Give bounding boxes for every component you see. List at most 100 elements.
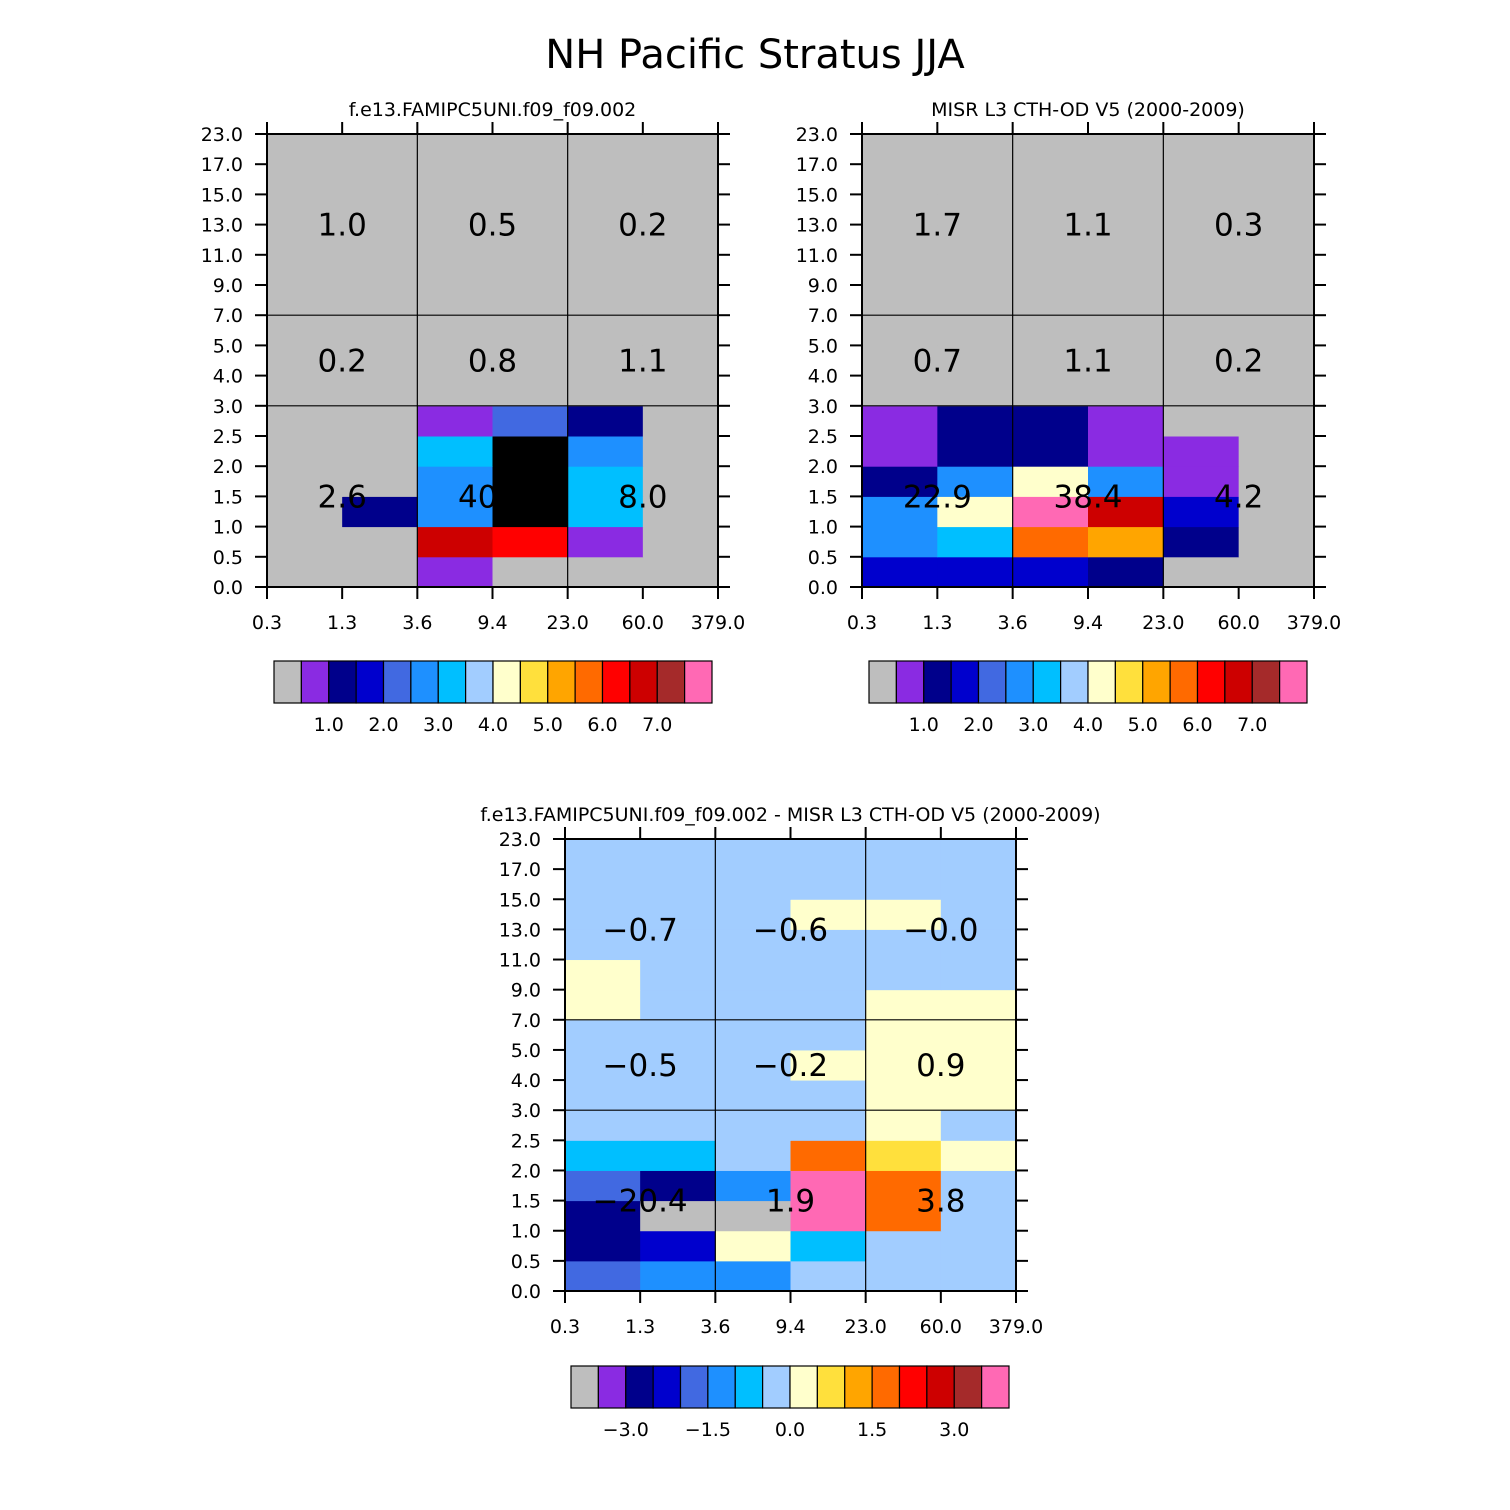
y-tick-label: 0.0 (511, 1281, 541, 1303)
x-tick-label: 3.6 (402, 612, 432, 634)
heatmap-cell (640, 989, 716, 1021)
y-tick-label: 5.0 (213, 335, 243, 357)
heatmap-cell (1088, 224, 1164, 256)
y-tick-label: 2.5 (213, 426, 243, 448)
y-tick-label: 7.0 (808, 305, 838, 327)
heatmap-cell (1163, 224, 1240, 256)
y-tick-label: 13.0 (796, 215, 838, 237)
colorbar-swatch (1251, 660, 1281, 704)
heatmap-cell (790, 1230, 867, 1262)
heatmap-cell (1238, 436, 1315, 467)
panel-model: f.e13.FAMIPC5UNI.f09_f09.002 0.0 0.5 1.0 1.5… (201, 99, 746, 736)
heatmap-cell (492, 496, 569, 528)
heatmap-cell (937, 254, 1014, 286)
heatmap-cell (267, 556, 343, 588)
colorbar-swatch (570, 1365, 599, 1409)
heatmap-cell (267, 405, 343, 437)
x-tick-label: 379.0 (1287, 612, 1341, 634)
colorbar-swatch (656, 660, 686, 704)
heatmap-cell (715, 1019, 791, 1051)
heatmap-cell (492, 315, 569, 346)
heatmap-cell (642, 134, 719, 165)
heatmap-cell (1012, 134, 1089, 165)
y-tick-label: 1.0 (511, 1221, 541, 1243)
colorbar-swatch (492, 660, 521, 704)
heatmap-cell (417, 194, 493, 226)
heatmap-cell (865, 1200, 942, 1232)
heatmap-cell (417, 224, 493, 256)
y-tick-label: 1.5 (213, 486, 243, 508)
heatmap-cell (1238, 526, 1315, 558)
heatmap-cell (790, 1140, 867, 1171)
heatmap-cell (1012, 436, 1089, 467)
heatmap-cell (1163, 496, 1240, 528)
heatmap-cell (715, 1230, 791, 1262)
x-tick-label: 0.3 (550, 1316, 580, 1338)
y-tick-label: 1.0 (808, 517, 838, 539)
heatmap-cell (865, 1080, 942, 1111)
box-total-label: 1.7 (913, 208, 962, 244)
heatmap-cell (865, 959, 942, 991)
heatmap-cell (1088, 134, 1164, 165)
heatmap-cell (790, 839, 867, 870)
heatmap-cell (865, 1110, 942, 1141)
heatmap-cell (565, 839, 641, 870)
heatmap-cell (492, 194, 569, 226)
heatmap-cell (862, 496, 938, 528)
heatmap-cell (715, 1170, 791, 1202)
colorbar-swatch (926, 1365, 955, 1409)
heatmap-cell (492, 285, 569, 316)
x-tick-label: 1.3 (625, 1316, 655, 1338)
colorbar-swatch (652, 1365, 682, 1409)
heatmap-cell (267, 224, 343, 256)
heatmap-cell (940, 899, 1017, 930)
y-tick-label: 0.0 (808, 577, 838, 599)
y-tick-label: 13.0 (499, 919, 541, 941)
heatmap-cell (1163, 254, 1240, 286)
heatmap-cell (642, 345, 719, 377)
heatmap-cell (1238, 496, 1315, 528)
colorbar-swatch (871, 1365, 901, 1409)
heatmap-cell (865, 929, 942, 961)
colorbar-swatch (1224, 660, 1253, 704)
heatmap-cell (940, 1019, 1017, 1051)
heatmap-cell (640, 929, 716, 961)
y-tick-label: 4.0 (808, 366, 838, 388)
heatmap-cell (267, 285, 343, 316)
heatmap-cell (940, 1080, 1017, 1111)
figure-title: NH Pacific Stratus JJA (545, 32, 965, 78)
box-total-label: 0.3 (1214, 208, 1263, 244)
heatmap-cell (565, 1019, 641, 1051)
heatmap-cell (1088, 345, 1164, 377)
panel-difference: f.e13.FAMIPC5UNI.f09_f09.002 - MISR L3 C… (480, 804, 1100, 1441)
colorbar-label: 6.0 (1182, 714, 1212, 736)
heatmap-cell (565, 989, 641, 1021)
heatmap-cell (937, 496, 1014, 528)
y-tick-label: 7.0 (511, 1010, 541, 1032)
heatmap-cell (567, 496, 644, 528)
y-tick-label: 15.0 (201, 184, 243, 206)
heatmap-cell (342, 496, 418, 528)
colorbar-swatch (625, 1365, 654, 1409)
y-tick-label: 4.0 (511, 1070, 541, 1092)
heatmap-cell (937, 194, 1014, 226)
heatmap-cell (715, 929, 791, 961)
x-tick-label: 3.6 (998, 612, 1028, 634)
x-tick-label: 60.0 (622, 612, 664, 634)
heatmap-cell (862, 405, 938, 437)
heatmap-cell (1163, 164, 1240, 195)
heatmap-cell (567, 285, 644, 316)
colorbar-swatch (465, 660, 494, 704)
heatmap-cell (342, 345, 418, 377)
colorbar-label: −1.5 (685, 1419, 731, 1441)
heatmap-cell (1238, 254, 1315, 286)
heatmap-cell (1238, 375, 1315, 407)
colorbar-label: 3.0 (423, 714, 453, 736)
heatmap-cell (1163, 405, 1240, 437)
heatmap-cell (567, 254, 644, 286)
heatmap-cell (1163, 375, 1240, 407)
box-total-label: 1.1 (618, 344, 667, 380)
heatmap-cell (417, 496, 493, 528)
colorbar-swatch (273, 660, 302, 704)
heatmap-cell (267, 315, 343, 346)
